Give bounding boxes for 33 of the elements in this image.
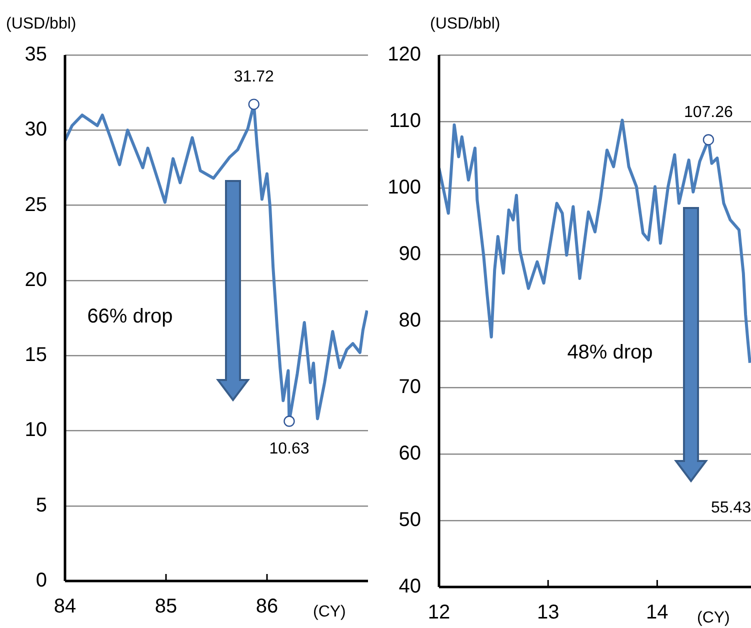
annotation: 66% drop [87, 306, 173, 328]
annotation: 48% drop [567, 342, 653, 364]
annotation: 31.72 [234, 68, 274, 86]
y-tick-label: 20 [24, 268, 47, 291]
annotation: 55.43 [710, 499, 751, 516]
x-axis-title: (CY) [313, 603, 346, 620]
y-tick-label: 80 [398, 310, 421, 332]
y-tick-label: 70 [398, 376, 421, 398]
x-tick-label: 12 [428, 602, 450, 624]
y-tick-label: 35 [24, 44, 47, 66]
y-tick-label: 120 [388, 44, 421, 66]
y-tick-label: 5 [36, 494, 47, 516]
y-tick-label: 30 [24, 118, 47, 141]
y-tick-label: 15 [24, 344, 47, 366]
x-tick-label: 13 [536, 602, 560, 624]
y-tick-label: 0 [36, 570, 47, 592]
annotation: 10.63 [269, 440, 310, 458]
y-axis-title: (USD/bbl) [6, 15, 76, 32]
x-tick-label: 86 [256, 596, 278, 618]
x-tick-label: 84 [54, 596, 76, 618]
x-axis-title: (CY) [697, 609, 730, 626]
y-tick-label: 60 [398, 442, 421, 465]
x-tick-label: 14 [646, 602, 668, 624]
x-tick-label: 85 [154, 596, 178, 618]
annotation: 107.26 [684, 104, 734, 122]
y-tick-label: 40 [398, 576, 421, 598]
y-tick-label: 25 [24, 194, 47, 216]
y-axis-title: (USD/bbl) [430, 15, 500, 32]
y-tick-label: 110 [389, 110, 421, 132]
y-tick-label: 10 [24, 419, 47, 442]
y-tick-label: 100 [388, 176, 421, 199]
y-tick-label: 90 [398, 243, 421, 266]
y-tick-label: 50 [398, 509, 421, 532]
